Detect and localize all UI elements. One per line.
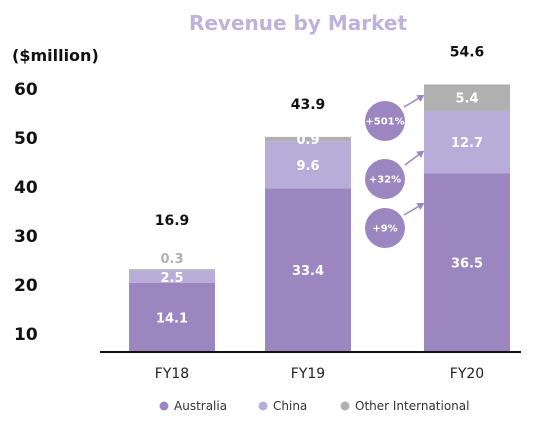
bar-segment-other-international-fy18: [129, 269, 215, 271]
bar-segment-china-fy19: [265, 141, 351, 189]
bar-segment-other-international-fy20: [424, 84, 510, 111]
y-tick-label: 40: [14, 178, 38, 198]
segment-label: 9.6: [296, 159, 319, 174]
segment-label: 5.4: [455, 92, 478, 107]
bar-segment-australia-fy19: [265, 188, 351, 352]
x-tick-label: FY18: [155, 366, 189, 382]
y-tick-label: 50: [14, 129, 38, 149]
legend-label: Australia: [174, 399, 227, 413]
growth-bubble-label: +9%: [372, 224, 397, 235]
legend-label: Other International: [355, 399, 469, 413]
segment-label: 33.4: [292, 264, 324, 279]
y-tick-label: 20: [14, 276, 38, 296]
y-tick-label: 30: [14, 227, 38, 247]
x-tick-label: FY20: [450, 366, 484, 382]
segment-label: 0.3: [160, 252, 183, 267]
growth-bubble-label: +32%: [369, 175, 401, 186]
x-tick-label: FY19: [291, 366, 325, 382]
growth-arrow-line: [403, 96, 422, 108]
bar-total-label: 54.6: [450, 44, 485, 60]
growth-arrow-head: [416, 202, 425, 210]
growth-bubble-label: +501%: [365, 117, 404, 128]
y-tick-label: 60: [14, 80, 38, 100]
legend-marker: [340, 401, 350, 411]
bar-segment-china-fy18: [129, 270, 215, 283]
legend-marker: [258, 401, 268, 411]
growth-arrow-line: [404, 152, 422, 166]
legend-marker: [159, 401, 169, 411]
segment-label: 36.5: [451, 257, 483, 272]
bar-segment-australia-fy20: [424, 173, 510, 352]
growth-arrow-line: [403, 204, 422, 216]
growth-arrow-head: [416, 94, 425, 102]
bar-segment-australia-fy18: [129, 282, 215, 352]
growth-bubble: [365, 101, 405, 141]
growth-bubble: [365, 159, 405, 199]
growth-bubble: [365, 208, 405, 248]
y-axis-label: ($million): [12, 46, 99, 65]
chart-title: Revenue by Market: [189, 11, 407, 35]
growth-arrow-head: [416, 150, 425, 158]
segment-label: 12.7: [451, 136, 483, 151]
segment-label: 2.5: [160, 271, 183, 286]
bar-total-label: 43.9: [291, 97, 326, 113]
segment-label: 0.9: [296, 133, 319, 148]
legend-label: China: [273, 399, 307, 413]
segment-label: 14.1: [156, 311, 188, 326]
bar-segment-china-fy20: [424, 110, 510, 174]
bar-segment-other-international-fy19: [265, 136, 351, 142]
y-tick-label: 10: [14, 325, 38, 345]
bar-total-label: 16.9: [155, 213, 190, 229]
